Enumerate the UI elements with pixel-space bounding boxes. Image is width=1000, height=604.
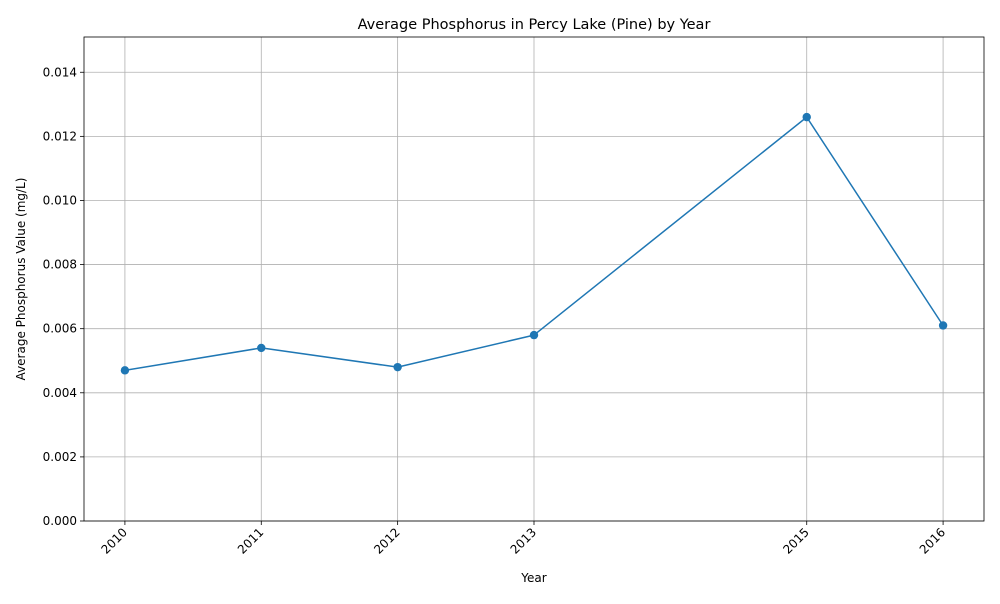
y-tick-label: 0.002: [43, 450, 77, 464]
y-tick-label: 0.014: [43, 65, 77, 79]
data-point: [529, 330, 539, 340]
grid: [84, 37, 984, 522]
y-axis-title: Average Phosphorus Value (mg/L): [14, 178, 28, 381]
series: [120, 112, 948, 375]
y-tick-label: 0.004: [43, 386, 77, 400]
data-point: [120, 366, 130, 375]
data-point: [802, 112, 811, 122]
y-tick-label: 0.010: [43, 193, 77, 207]
y-tick-label: 0.008: [43, 258, 77, 272]
chart-title: Average Phosphorus in Percy Lake (Pine) …: [358, 17, 711, 33]
y-tick-label: 0.006: [43, 322, 77, 336]
data-point: [257, 343, 266, 353]
series-line: [124, 116, 944, 372]
y-tick-label: 0.000: [43, 514, 77, 528]
y-tick-label: 0.012: [43, 129, 77, 143]
data-point: [393, 362, 402, 372]
data-point: [938, 321, 948, 330]
x-axis-title: Year: [520, 571, 546, 585]
